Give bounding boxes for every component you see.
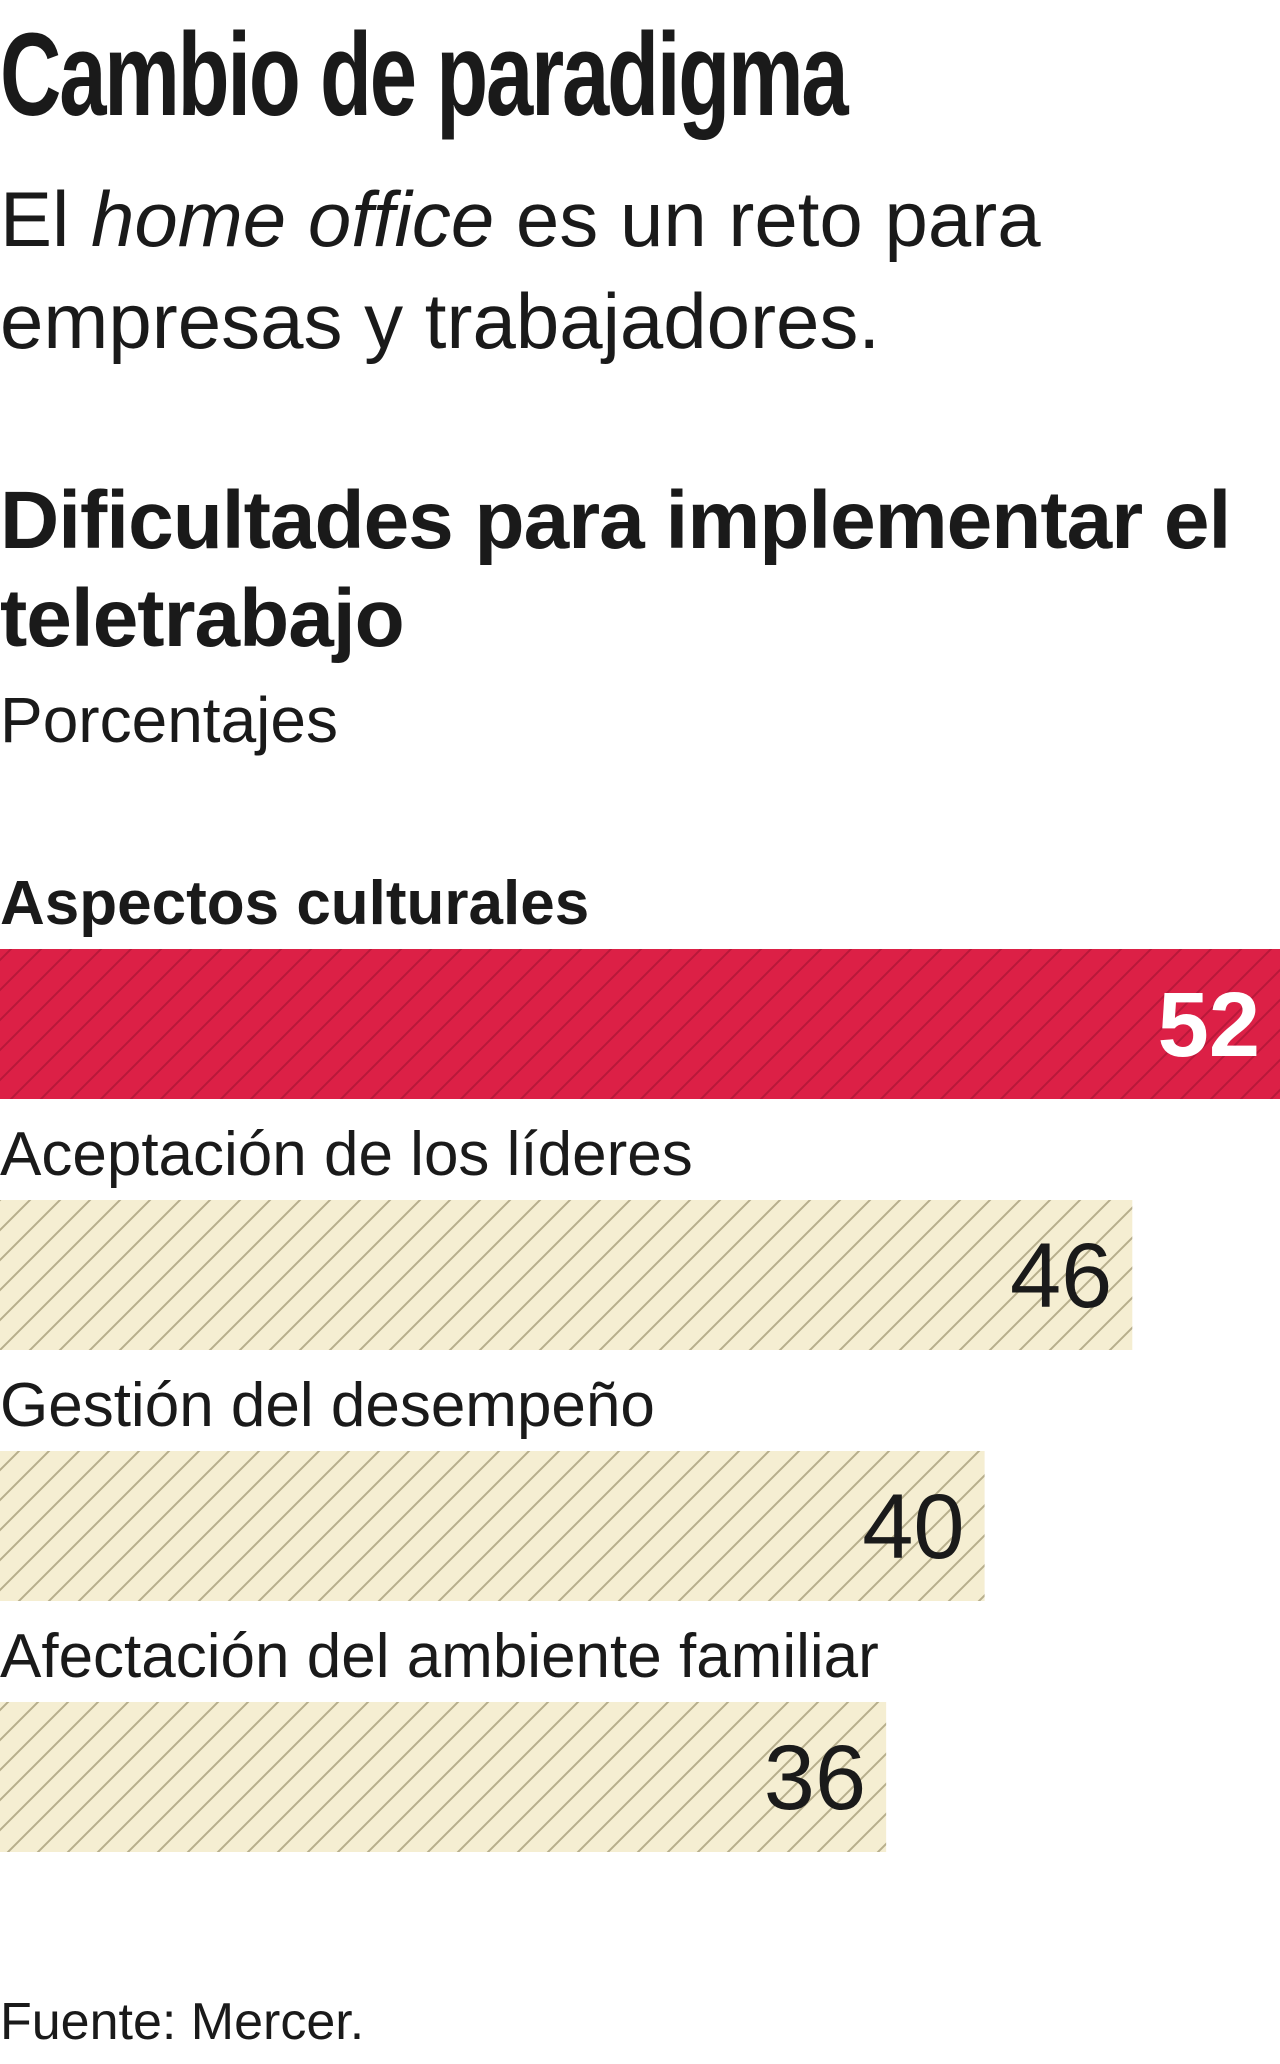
deck-text-pre: El: [0, 175, 92, 263]
deck-emphasis: home office: [91, 175, 495, 263]
chart-subtitle: Porcentajes: [0, 684, 338, 756]
deck: El home office es un reto para empresas …: [0, 168, 1260, 372]
bar-value-label: 36: [764, 1727, 866, 1829]
bar-highlighted: [0, 949, 1280, 1099]
chart-title: Dificultades para implementar el teletra…: [0, 475, 1231, 664]
bar: [0, 1451, 985, 1601]
bar: [0, 1702, 887, 1852]
category-label: Gestión del desempeño: [0, 1371, 655, 1440]
category-label: Afectación del ambiente familiar: [0, 1622, 879, 1691]
category-label: Aceptación de los líderes: [0, 1120, 693, 1189]
bar-value-label: 40: [862, 1476, 964, 1578]
category-label: Aspectos culturales: [0, 869, 589, 938]
headline: Cambio de paradigma: [0, 9, 849, 141]
deck-text-post: es un reto para empresas y trabajadores.: [0, 175, 1041, 365]
source-note: Fuente: Mercer.: [0, 1993, 365, 2051]
bar-value-label: 46: [1010, 1225, 1112, 1327]
bar: [0, 1200, 1133, 1350]
bar-value-label: 52: [1158, 974, 1260, 1076]
